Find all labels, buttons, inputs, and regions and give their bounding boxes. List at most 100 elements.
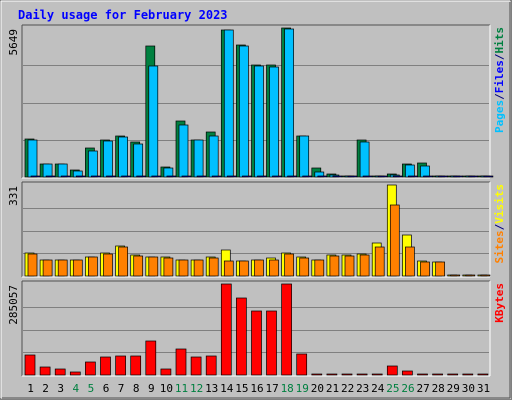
bar-kbytes-day-20 <box>311 373 323 376</box>
panel-max-label: 331 <box>7 186 20 206</box>
bar-files-day-3 <box>57 163 68 178</box>
legend-part: / <box>493 53 506 60</box>
bar-kbytes-day-9 <box>145 340 157 376</box>
bar-files-day-10 <box>163 167 174 178</box>
bar-pages-day-22 <box>347 175 358 178</box>
bar-pages-day-12 <box>196 175 207 178</box>
legend-visits: Sites/Visits <box>493 184 506 264</box>
bar-kbytes-day-15 <box>236 297 247 376</box>
bar-files-day-8 <box>133 143 144 178</box>
bar-kbytes-day-14 <box>220 283 232 376</box>
bar-sites-day-21 <box>329 255 340 277</box>
legend-part: / <box>493 93 506 100</box>
bar-kbytes-day-18 <box>281 283 292 376</box>
bar-files-day-23 <box>359 141 370 178</box>
bar-pages-day-25 <box>392 175 403 178</box>
bar-files-day-17 <box>269 66 279 178</box>
day-label-20: 20 <box>311 382 324 395</box>
series-sites <box>27 204 491 277</box>
bar-kbytes-day-2 <box>39 366 51 376</box>
panel-kbytes: 285057 KBytes <box>7 280 506 377</box>
bar-pages-day-14 <box>226 175 237 178</box>
day-label-8: 8 <box>133 382 140 395</box>
day-label-25: 25 <box>386 382 399 395</box>
day-label-15: 15 <box>235 382 248 395</box>
day-label-13: 13 <box>205 382 218 395</box>
bar-pages-day-9 <box>151 175 162 178</box>
bar-sites-day-25 <box>389 204 400 277</box>
day-label-31: 31 <box>477 382 490 395</box>
day-label-9: 9 <box>148 382 155 395</box>
legend-part: Files <box>493 60 506 93</box>
bar-kbytes-day-11 <box>175 348 187 376</box>
bar-files-day-11 <box>178 124 189 178</box>
bar-pages-day-4 <box>75 175 86 178</box>
day-label-19: 19 <box>296 382 309 395</box>
bar-sites-day-31 <box>480 274 491 277</box>
bar-kbytes-day-22 <box>341 373 353 376</box>
day-label-28: 28 <box>432 382 445 395</box>
bar-kbytes-day-8 <box>130 355 142 376</box>
bar-files-day-13 <box>208 135 219 178</box>
legend-part: Pages <box>493 100 506 133</box>
bar-pages-day-24 <box>377 175 388 178</box>
bar-sites-day-26 <box>405 246 415 277</box>
chart-panels: 5649Pages/Files/Hits331Sites/Visits28505… <box>7 24 506 377</box>
bar-files-day-12 <box>193 139 204 178</box>
legend-part: Sites <box>493 230 506 263</box>
bar-sites-day-22 <box>344 255 355 277</box>
bar-kbytes-day-5 <box>85 361 96 376</box>
bar-kbytes-day-12 <box>190 356 202 376</box>
bar-sites-day-13 <box>208 257 219 277</box>
bar-pages-day-21 <box>332 175 343 178</box>
bar-kbytes-day-27 <box>417 373 428 376</box>
bar-kbytes-day-6 <box>100 356 111 376</box>
bar-pages-day-16 <box>257 175 267 178</box>
bar-pages-day-23 <box>362 175 373 178</box>
bar-sites-day-4 <box>72 259 83 277</box>
bar-pages-day-18 <box>287 175 297 178</box>
day-label-10: 10 <box>160 382 173 395</box>
day-label-17: 17 <box>265 382 278 395</box>
day-label-3: 3 <box>57 382 64 395</box>
legend-part: Hits <box>493 27 506 54</box>
bar-sites-day-10 <box>163 257 174 277</box>
bar-pages-day-28 <box>438 175 448 178</box>
bar-sites-day-30 <box>465 274 476 277</box>
bar-pages-day-3 <box>60 175 71 178</box>
day-label-12: 12 <box>190 382 203 395</box>
bar-kbytes-day-23 <box>356 373 368 376</box>
legend-part: / <box>493 223 506 230</box>
bar-sites-day-11 <box>178 259 189 277</box>
bar-pages-day-19 <box>302 175 313 178</box>
legend-hits: Pages/Files/Hits <box>493 27 506 133</box>
bar-files-day-16 <box>254 65 264 178</box>
panel-max-label: 285057 <box>7 285 20 325</box>
bar-kbytes-day-30 <box>462 373 474 376</box>
bar-kbytes-day-17 <box>266 310 277 376</box>
bar-sites-day-17 <box>269 259 279 277</box>
bar-sites-day-7 <box>118 246 128 277</box>
bar-kbytes-day-16 <box>251 310 262 376</box>
day-label-18: 18 <box>281 382 294 395</box>
legend-part: Visits <box>493 184 506 224</box>
bar-kbytes-day-7 <box>115 355 126 376</box>
bar-sites-day-16 <box>254 259 264 277</box>
bar-kbytes-day-4 <box>69 371 81 376</box>
bar-sites-day-19 <box>299 257 310 277</box>
day-label-1: 1 <box>27 382 34 395</box>
bar-kbytes-day-3 <box>54 368 66 376</box>
bar-kbytes-day-19 <box>296 353 308 376</box>
day-label-27: 27 <box>416 382 429 395</box>
bar-kbytes-day-26 <box>402 370 413 376</box>
bar-files-day-19 <box>299 135 310 178</box>
bar-sites-day-5 <box>88 256 98 277</box>
bar-pages-day-20 <box>317 175 328 178</box>
series-kbytes <box>24 283 489 376</box>
day-labels: 1 2 3 4 5 6 7 8 9 10 11 12 13 14 15 16 17 18 19 20 21 22 23 24 2… <box>27 382 490 395</box>
chart-title: Daily usage for February 2023 <box>18 8 228 22</box>
day-label-22: 22 <box>341 382 354 395</box>
bar-sites-day-3 <box>57 259 68 277</box>
